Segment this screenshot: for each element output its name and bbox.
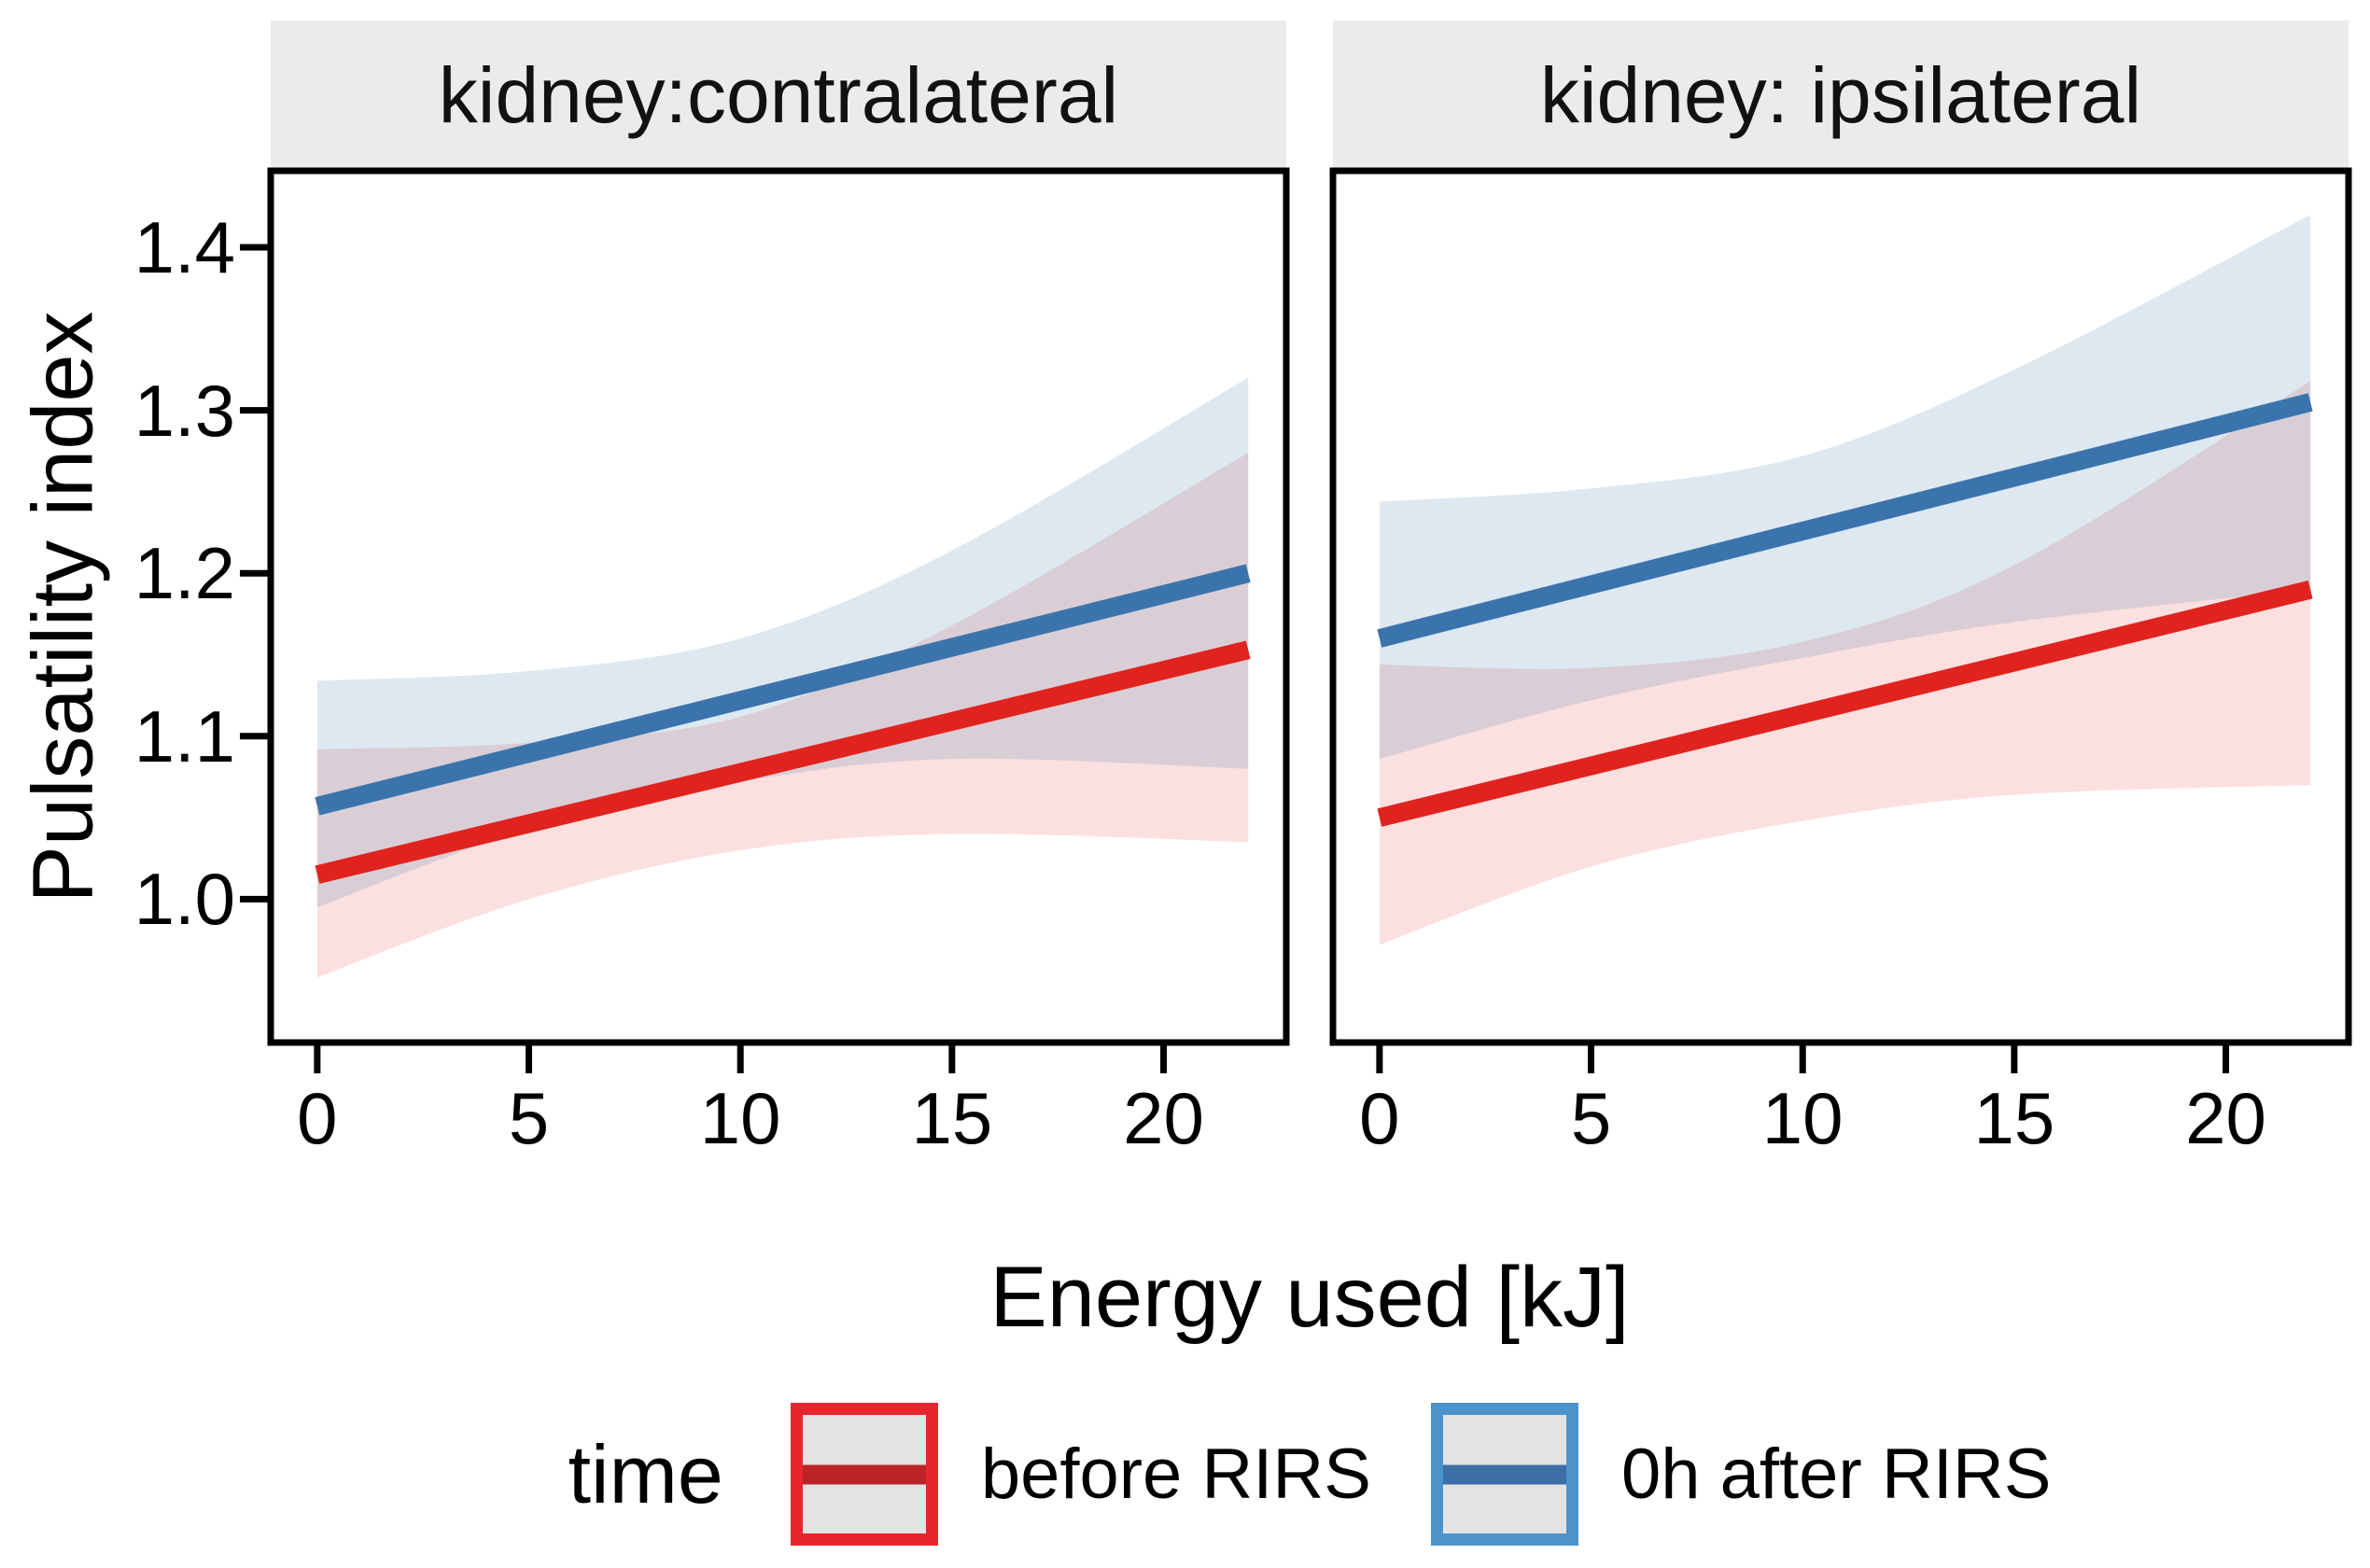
trend-line-0h-after-rirs [1377, 393, 2313, 648]
legend-keyline-before-rirs [802, 1464, 926, 1484]
legend: time before RIRS 0h after RIRS [271, 1393, 2349, 1556]
x-tick-label: 10 [1761, 1077, 1844, 1159]
panel-border [1329, 167, 2352, 1046]
legend-key-after-rirs [1431, 1403, 1578, 1546]
legend-title: time [568, 1427, 723, 1520]
trend-line-before-rirs [1377, 580, 2313, 827]
ci-ribbon-before-rirs [1379, 381, 2311, 945]
legend-keyline-after-rirs [1443, 1464, 1566, 1484]
x-tick-label: 20 [1123, 1077, 1204, 1159]
trend-line-before-rirs [315, 640, 1251, 884]
x-tick-label: 0 [297, 1077, 338, 1159]
legend-label-after-rirs: 0h after RIRS [1621, 1435, 2052, 1514]
x-tick-label: 20 [2185, 1077, 2266, 1159]
x-tick-label: 10 [699, 1077, 781, 1159]
y-tick-label: 1.2 [133, 532, 235, 615]
ci-ribbon-0h-after-rirs [316, 377, 1249, 908]
x-tick-label: 0 [1359, 1077, 1400, 1159]
facet-strip-ipsilateral: kidney: ipsilateral [1333, 21, 2349, 171]
panel-border [267, 167, 1290, 1046]
x-tick-label: 5 [508, 1077, 550, 1159]
ci-ribbon-before-rirs [316, 453, 1249, 978]
ci-ribbon-0h-after-rirs [1379, 215, 2311, 760]
x-axis-title: Energy used [kJ] [989, 1250, 1630, 1345]
trend-line-0h-after-rirs [315, 564, 1251, 816]
y-tick-label: 1.3 [133, 369, 235, 452]
x-tick-label: 5 [1570, 1077, 1612, 1159]
legend-label-before-rirs: before RIRS [980, 1435, 1371, 1514]
y-tick-label: 1.1 [133, 694, 235, 777]
y-tick-label: 1.0 [133, 858, 235, 941]
legend-key-before-rirs [790, 1403, 938, 1546]
facet-title-contralateral: kidney:contralateral [438, 51, 1119, 139]
facet-title-ipsilateral: kidney: ipsilateral [1539, 51, 2142, 139]
x-tick-label: 15 [911, 1077, 993, 1159]
facet-strip-contralateral: kidney:contralateral [271, 21, 1286, 171]
y-tick-label: 1.4 [133, 206, 235, 289]
x-tick-label: 15 [1973, 1077, 2055, 1159]
